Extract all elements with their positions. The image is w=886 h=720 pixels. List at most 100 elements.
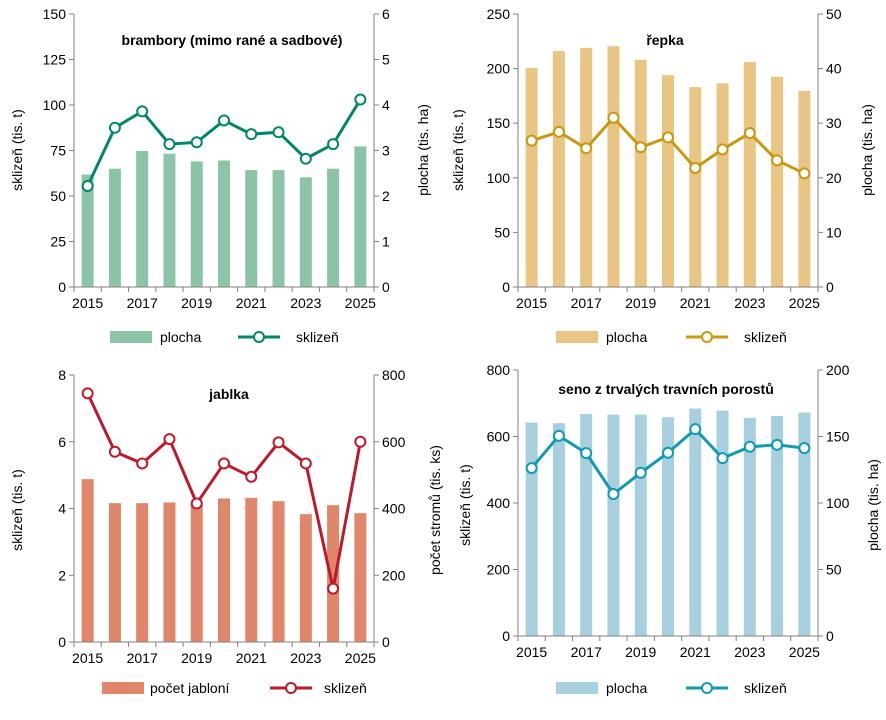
bar-1-2021 (689, 87, 702, 287)
y-tick-right-1-5: 50 (826, 6, 842, 22)
y-tick-right-1-0: 0 (826, 279, 834, 295)
point-2-2021 (245, 470, 258, 483)
y-tick-left-0-6: 150 (43, 6, 67, 22)
bar-1-2017 (580, 47, 593, 287)
y-tick-right-3-3: 150 (826, 429, 850, 445)
y-tick-left-0-2: 50 (50, 188, 66, 204)
bar-1-2018 (607, 46, 620, 287)
bar-2-2017 (136, 503, 149, 642)
point-1-2022 (716, 143, 729, 156)
bar-0-2024 (327, 168, 340, 287)
legend-marker-2 (285, 682, 297, 694)
chart-title-0: brambory (mimo rané a sadbové) (122, 32, 343, 48)
bar-3-2019 (634, 414, 647, 636)
chart-title-3: seno z trvalých travních porostů (558, 381, 774, 397)
bar-0-2023 (299, 177, 312, 287)
bar-1-2019 (634, 59, 647, 287)
point-1-2017 (580, 142, 593, 155)
point-1-2018 (607, 111, 620, 124)
x-tick-label-0-2: 2019 (181, 295, 212, 311)
y-tick-left-0-5: 125 (43, 52, 67, 68)
bar-3-2023 (743, 417, 756, 636)
bar-2-2024 (327, 505, 340, 642)
y-tick-right-0-4: 4 (382, 97, 390, 113)
y-axis-label-left-3: sklizeň (tis. t) (457, 464, 473, 546)
legend-label-bar-1: plocha (606, 329, 647, 345)
y-tick-left-1-1: 50 (494, 224, 510, 240)
x-tick-label-1-4: 2023 (734, 295, 765, 311)
bar-1-2016 (552, 51, 565, 288)
point-0-2021 (245, 128, 258, 141)
legend-label-line-3: sklizeň (744, 680, 787, 696)
x-tick-label-3-1: 2017 (571, 644, 602, 660)
point-0-2020 (218, 114, 230, 127)
bar-0-2017 (136, 150, 149, 287)
x-tick-label-1-1: 2017 (571, 295, 602, 311)
point-0-2017 (136, 105, 149, 118)
y-tick-left-3-2: 400 (487, 495, 511, 511)
point-0-2016 (108, 121, 121, 134)
x-tick-label-2-5: 2025 (345, 650, 376, 666)
x-tick-label-2-1: 2017 (127, 650, 158, 666)
y-tick-right-2-2: 400 (382, 501, 406, 517)
y-tick-left-0-3: 75 (50, 143, 66, 159)
y-tick-right-3-4: 200 (826, 362, 850, 378)
point-1-2024 (771, 154, 784, 167)
bar-3-2021 (689, 408, 702, 636)
point-0-2015 (81, 179, 94, 192)
y-tick-right-2-0: 0 (382, 634, 390, 650)
legend-swatch-bar-3 (556, 682, 598, 694)
point-3-2017 (580, 447, 593, 460)
y-tick-right-1-4: 40 (826, 61, 842, 77)
bar-1-2025 (798, 90, 811, 288)
y-tick-left-1-2: 100 (487, 170, 511, 186)
bar-2-2018 (163, 502, 176, 642)
point-2-2019 (190, 497, 203, 510)
point-0-2018 (163, 138, 176, 151)
bar-1-2015 (525, 68, 538, 287)
point-3-2025 (798, 442, 811, 455)
point-2-2015 (81, 387, 94, 400)
point-2-2025 (354, 435, 367, 448)
point-1-2015 (525, 134, 538, 147)
legend-marker-1 (701, 331, 713, 343)
point-2-2016 (108, 445, 121, 458)
bar-0-2025 (354, 146, 367, 287)
bar-0-2018 (163, 153, 176, 287)
x-tick-label-1-0: 2015 (516, 295, 547, 311)
point-0-2024 (327, 138, 340, 151)
bar-3-2015 (525, 422, 538, 636)
y-tick-right-3-2: 100 (826, 495, 850, 511)
bar-1-2023 (743, 62, 756, 287)
bar-2-2022 (272, 501, 285, 642)
x-tick-label-0-0: 2015 (72, 295, 103, 311)
point-3-2022 (716, 452, 729, 465)
x-tick-label-3-5: 2025 (789, 644, 820, 660)
legend-label-line-0: sklizeň (296, 329, 339, 345)
y-tick-right-0-2: 2 (382, 188, 390, 204)
y-tick-left-3-0: 0 (502, 628, 510, 644)
bar-1-2022 (716, 83, 729, 287)
x-tick-label-2-0: 2015 (72, 650, 103, 666)
bar-2-2019 (190, 504, 203, 642)
point-0-2025 (354, 93, 367, 106)
legend-label-bar-0: plocha (160, 329, 201, 345)
point-2-2020 (218, 457, 230, 470)
y-tick-right-0-5: 5 (382, 52, 390, 68)
y-tick-left-0-0: 0 (58, 279, 66, 295)
legend-label-bar-3: plocha (606, 680, 647, 696)
bar-3-2018 (607, 414, 620, 636)
x-tick-label-1-5: 2025 (789, 295, 820, 311)
y-tick-left-1-4: 200 (487, 61, 511, 77)
bar-2-2020 (218, 498, 230, 642)
y-tick-right-1-2: 20 (826, 170, 842, 186)
x-tick-label-0-1: 2017 (127, 295, 158, 311)
y-tick-right-0-3: 3 (382, 143, 390, 159)
x-tick-label-1-2: 2019 (625, 295, 656, 311)
bar-2-2023 (299, 514, 312, 642)
x-tick-label-0-5: 2025 (345, 295, 376, 311)
x-tick-label-3-2: 2019 (625, 644, 656, 660)
point-3-2018 (607, 488, 620, 501)
point-2-2018 (163, 433, 176, 446)
